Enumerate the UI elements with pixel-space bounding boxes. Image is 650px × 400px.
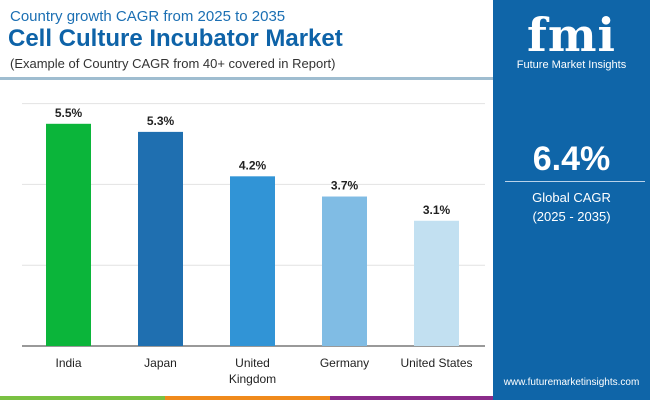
bar-japan [138,131,183,346]
bar-chart: 5.5% India 5.3% Japan 4.2% United Kingdom 3.7% G… [22,103,485,386]
bar-united-kingdom [230,176,275,346]
data-label: 4.2% [239,158,267,172]
x-tick-label: India [55,356,81,370]
page-title: Cell Culture Incubator Market [8,25,343,52]
footer-strip-green [0,396,165,400]
bar-united-states [414,220,459,346]
global-cagr-value: 6.4% [532,140,611,178]
subtitle: (Example of Country CAGR from 40+ covere… [10,56,336,71]
global-cagr-label: Global CAGR (2025 - 2035) [493,188,650,226]
bar-india [46,123,91,346]
brand-name: Future Market Insights [516,59,627,71]
data-label: 3.7% [331,179,359,193]
divider [505,181,645,182]
label: Global CAGR [532,190,611,205]
x-tick-label: Japan [144,356,177,370]
chart-panel: Country growth CAGR from 2025 to 2035 Ce… [0,8,493,386]
data-label: 3.1% [423,203,451,217]
website-link[interactable]: www.futuremarketinsights.com [503,377,640,388]
x-tick-label: United [235,356,270,370]
x-tick-label: Kingdom [229,372,276,386]
data-label: 5.5% [55,106,83,120]
period: (2025 - 2035) [532,209,611,224]
x-tick-label: United States [400,356,472,370]
summary-panel: fmi Future Market Insights 6.4% Global C… [493,0,650,400]
bar-germany [322,196,367,346]
fmi-logo: fmi [527,8,616,62]
footer-strip-purple [330,396,493,400]
data-label: 5.3% [147,114,175,128]
x-tick-label: Germany [320,356,369,370]
kicker: Country growth CAGR from 2025 to 2035 [10,8,286,25]
footer-strip-orange [165,396,330,400]
divider [0,77,493,80]
